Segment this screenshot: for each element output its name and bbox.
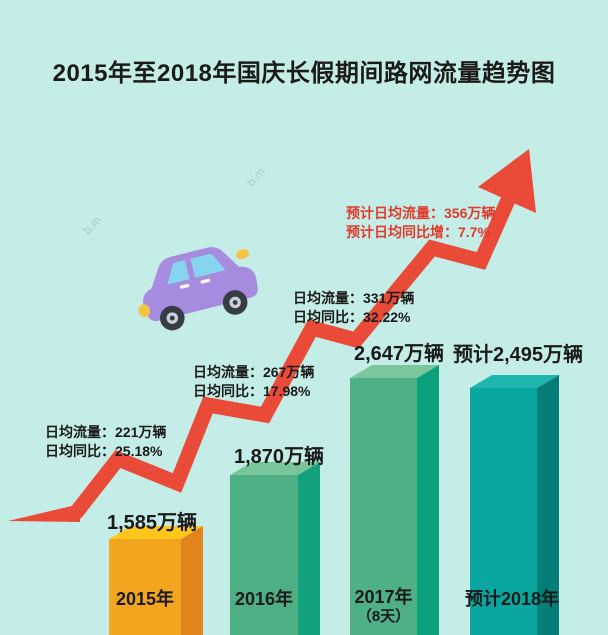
annotation-line1: 日均流量：221万辆 — [45, 424, 167, 440]
bar-2017 — [350, 365, 439, 635]
annotation-line1: 日均流量：331万辆 — [293, 290, 415, 306]
annotation-line1: 预计日均流量：356万辆 — [346, 205, 496, 221]
car-wheel-rear — [222, 290, 248, 315]
bar-value-2018: 预计2,495万辆 — [453, 344, 584, 366]
bar-label-days: （8天） — [356, 608, 411, 625]
annotation-line2: 预计日均同比增：7.7% — [346, 224, 490, 240]
annotation-line1: 日均流量：267万辆 — [193, 364, 315, 380]
bar-value-2015: 1,585万辆 — [107, 512, 198, 534]
bar-2015 — [109, 526, 203, 635]
bar-label-2017: 2017年 （8天） — [350, 587, 417, 627]
annotation-line2: 日均同比：25.18% — [45, 443, 163, 459]
annotation-line2: 日均同比：17.98% — [193, 383, 311, 399]
bar-value-2017: 2,647万辆 — [354, 343, 445, 365]
annotation-2015: 日均流量：221万辆 日均同比：25.18% — [45, 423, 166, 461]
bar-2016 — [230, 462, 320, 635]
chart-title: 2015年至2018年国庆长假期间路网流量趋势图 — [52, 60, 556, 87]
trend-arrow-icon — [8, 149, 536, 522]
bar-label-2015: 2015年 — [115, 589, 175, 609]
bar-label-2016: 2016年 — [234, 589, 294, 609]
car-wheel-front — [159, 305, 185, 331]
bar-2018 — [470, 375, 559, 635]
bar-label-2018: 预计2018年 — [464, 589, 560, 609]
annotation-2016: 日均流量：267万辆 日均同比：17.98% — [193, 363, 314, 401]
bar-label-year: 2017年 — [354, 587, 413, 607]
annotation-2018-forecast: 预计日均流量：356万辆 预计日均同比增：7.7% — [346, 204, 495, 242]
car-icon — [138, 247, 258, 331]
annotation-2017: 日均流量：331万辆 日均同比：32.22% — [293, 289, 414, 327]
annotation-line2: 日均同比：32.22% — [293, 309, 411, 325]
bar-value-2016: 1,870万辆 — [234, 446, 325, 468]
